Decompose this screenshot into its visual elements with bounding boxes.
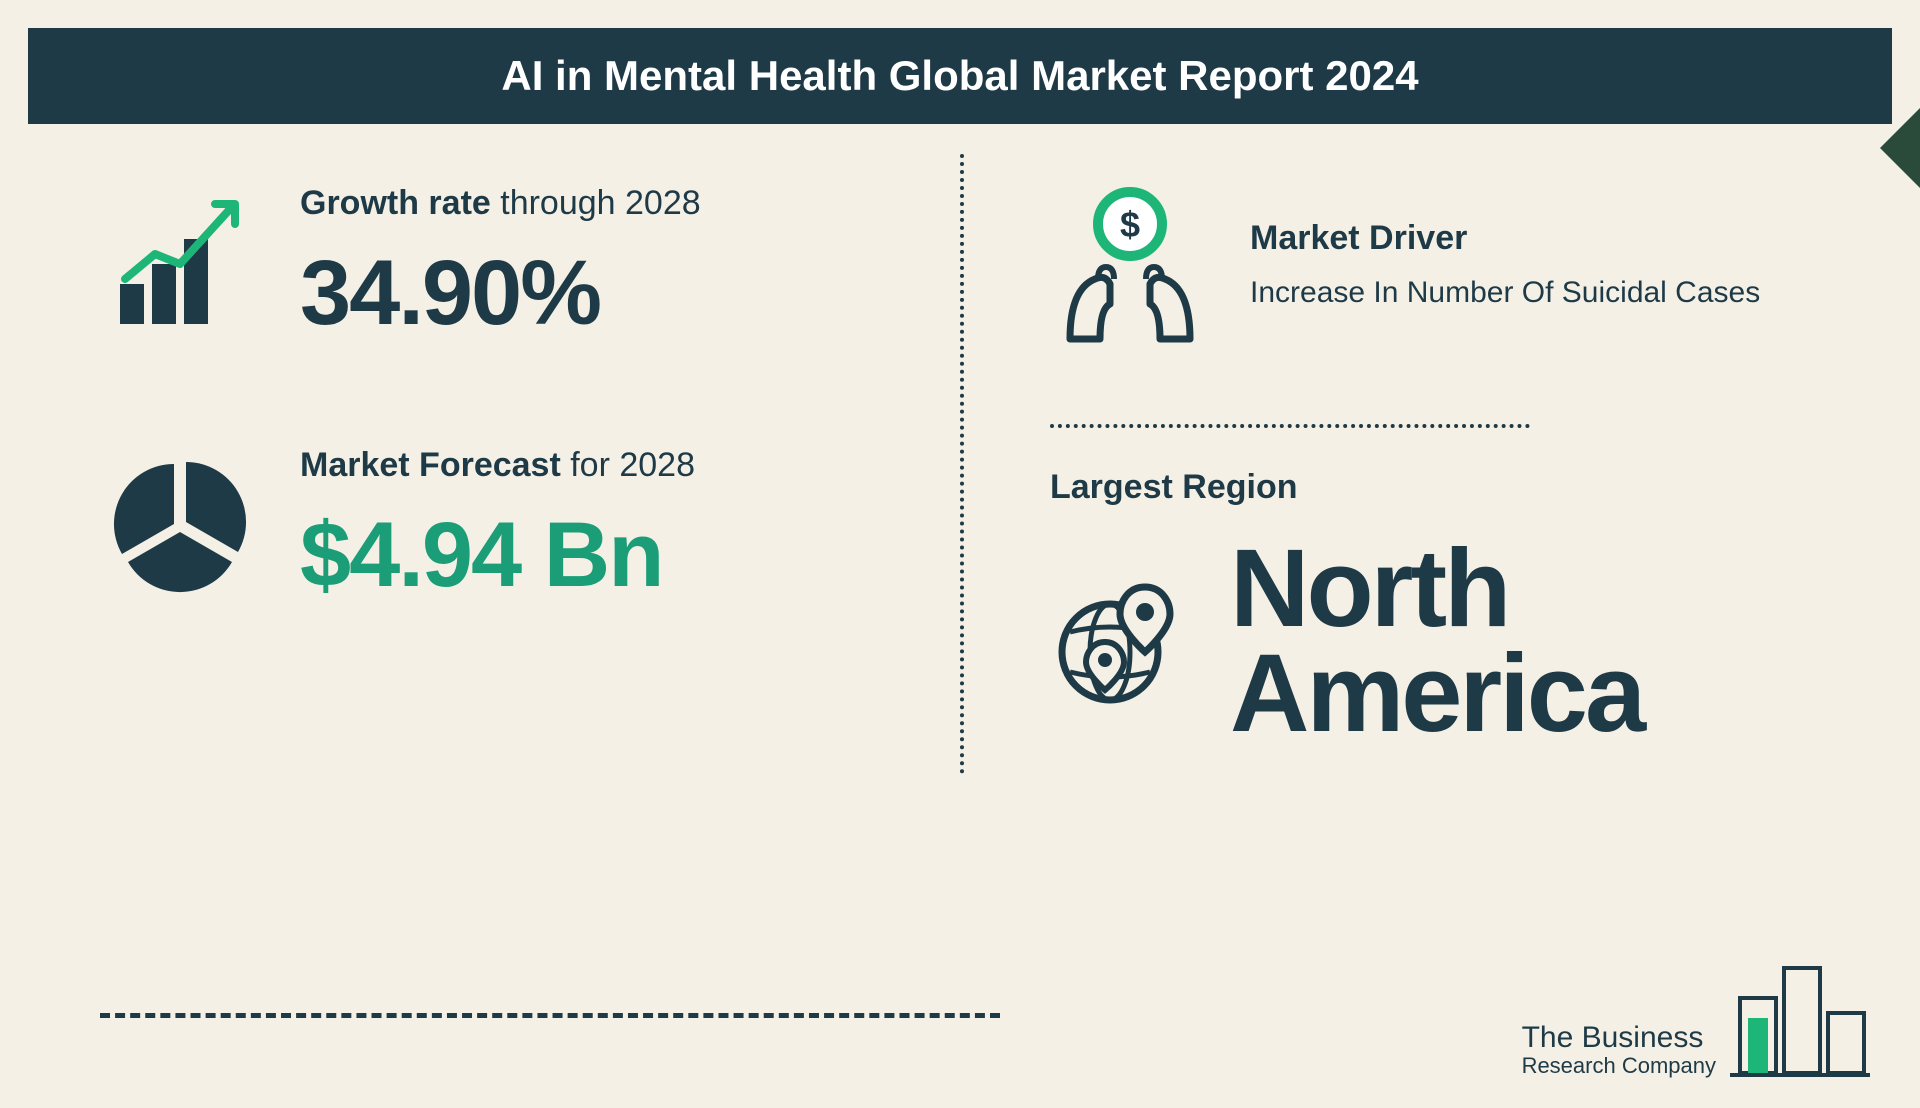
market-forecast-value: $4.94 Bn <box>300 503 890 608</box>
vertical-divider <box>960 154 964 774</box>
globe-pin-icon <box>1050 572 1190 712</box>
logo-buildings-icon <box>1730 958 1870 1078</box>
growth-rate-section: Growth rate through 2028 34.90% <box>100 184 890 346</box>
hands-coin-icon: $ <box>1050 184 1210 344</box>
bottom-dashed-line <box>100 1013 1000 1018</box>
largest-region-section: Largest Region North <box>1050 468 1840 746</box>
pie-chart-icon <box>100 446 260 606</box>
horizontal-divider <box>1050 424 1530 428</box>
region-value-line1: North <box>1230 537 1643 642</box>
market-driver-section: $ Market Driver Increase In Number Of Su… <box>1050 184 1840 344</box>
report-title-bar: AI in Mental Health Global Market Report… <box>28 28 1892 124</box>
market-forecast-section: Market Forecast for 2028 $4.94 Bn <box>100 446 890 608</box>
company-logo: The Business Research Company <box>1522 958 1870 1078</box>
report-title: AI in Mental Health Global Market Report… <box>501 52 1418 99</box>
growth-rate-value: 34.90% <box>300 241 890 346</box>
left-column: Growth rate through 2028 34.90% Market F… <box>100 184 950 746</box>
growth-rate-label: Growth rate through 2028 <box>300 184 890 223</box>
logo-line1: The Business <box>1522 1021 1716 1054</box>
svg-text:$: $ <box>1120 204 1140 245</box>
market-driver-label: Market Driver <box>1250 219 1840 258</box>
largest-region-label: Largest Region <box>1050 468 1840 507</box>
logo-line2: Research Company <box>1522 1054 1716 1078</box>
region-value-line2: America <box>1230 642 1643 747</box>
main-content: Growth rate through 2028 34.90% Market F… <box>0 124 1920 746</box>
market-driver-text: Increase In Number Of Suicidal Cases <box>1250 276 1840 310</box>
right-column: $ Market Driver Increase In Number Of Su… <box>950 184 1840 746</box>
growth-chart-icon <box>100 184 260 344</box>
market-forecast-label: Market Forecast for 2028 <box>300 446 890 485</box>
